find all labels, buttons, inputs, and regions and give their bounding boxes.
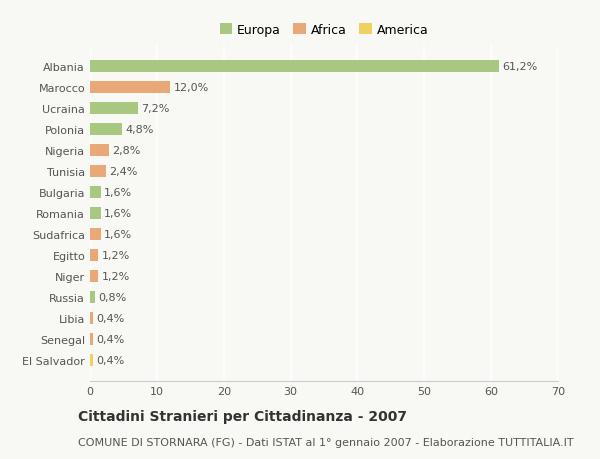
Bar <box>90 145 109 157</box>
Bar <box>90 187 101 198</box>
Bar <box>90 124 122 135</box>
Text: 61,2%: 61,2% <box>503 62 538 72</box>
Bar <box>90 82 170 94</box>
Bar <box>90 291 95 303</box>
Bar <box>90 229 101 240</box>
Bar <box>90 166 106 177</box>
Text: 4,8%: 4,8% <box>125 125 154 134</box>
Bar <box>90 250 98 261</box>
Bar <box>90 103 138 114</box>
Text: 1,2%: 1,2% <box>101 250 130 260</box>
Legend: Europa, Africa, America: Europa, Africa, America <box>215 19 433 42</box>
Bar <box>90 270 98 282</box>
Text: 7,2%: 7,2% <box>142 104 170 114</box>
Text: 1,6%: 1,6% <box>104 208 132 218</box>
Bar <box>90 61 499 73</box>
Text: 1,6%: 1,6% <box>104 188 132 197</box>
Text: 2,4%: 2,4% <box>109 167 138 177</box>
Bar <box>90 207 101 219</box>
Text: Cittadini Stranieri per Cittadinanza - 2007: Cittadini Stranieri per Cittadinanza - 2… <box>78 409 407 423</box>
Text: COMUNE DI STORNARA (FG) - Dati ISTAT al 1° gennaio 2007 - Elaborazione TUTTITALI: COMUNE DI STORNARA (FG) - Dati ISTAT al … <box>78 437 574 447</box>
Text: 0,4%: 0,4% <box>96 334 124 344</box>
Text: 0,8%: 0,8% <box>98 292 127 302</box>
Text: 0,4%: 0,4% <box>96 355 124 365</box>
Bar <box>90 354 92 366</box>
Text: 0,4%: 0,4% <box>96 313 124 323</box>
Text: 2,8%: 2,8% <box>112 146 140 156</box>
Bar <box>90 313 92 324</box>
Text: 12,0%: 12,0% <box>173 83 209 93</box>
Bar <box>90 333 92 345</box>
Text: 1,6%: 1,6% <box>104 230 132 239</box>
Text: 1,2%: 1,2% <box>101 271 130 281</box>
